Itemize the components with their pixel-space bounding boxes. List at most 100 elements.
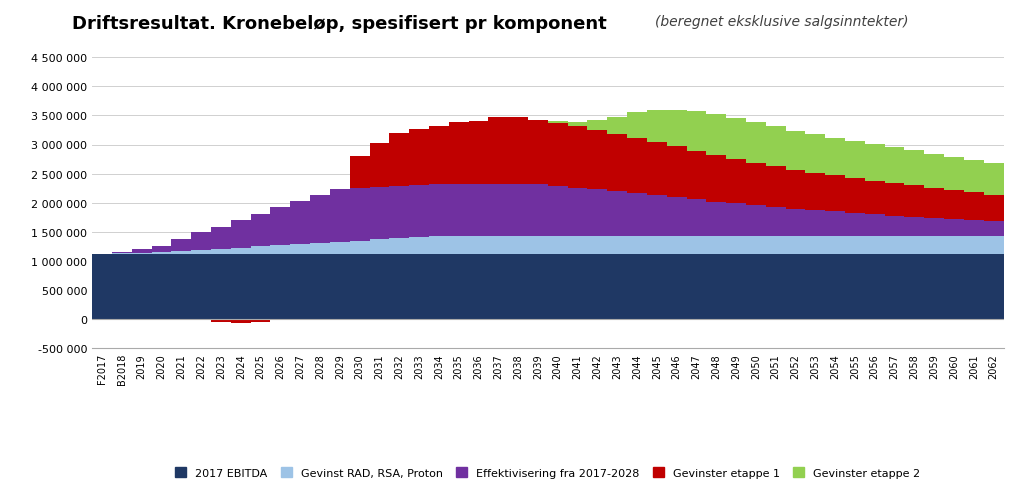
Bar <box>726 119 745 160</box>
Bar <box>845 213 865 237</box>
Bar <box>230 255 251 319</box>
Bar <box>944 255 964 319</box>
Bar <box>825 212 845 237</box>
Bar <box>429 185 449 237</box>
Bar <box>508 118 528 185</box>
Bar <box>707 255 726 319</box>
Bar <box>726 237 745 255</box>
Bar <box>270 246 290 255</box>
Bar <box>350 189 370 241</box>
Bar <box>647 143 667 195</box>
Bar <box>230 221 251 248</box>
Bar <box>904 151 925 186</box>
Bar <box>370 188 389 240</box>
Bar <box>410 238 429 255</box>
Bar <box>806 255 825 319</box>
Bar <box>567 122 588 127</box>
Bar <box>132 253 152 255</box>
Bar <box>191 255 211 319</box>
Bar <box>726 255 745 319</box>
Bar <box>885 148 904 183</box>
Bar <box>925 188 944 218</box>
Bar <box>588 131 607 190</box>
Bar <box>469 319 488 320</box>
Bar <box>904 217 925 237</box>
Bar <box>132 250 152 253</box>
Bar <box>350 241 370 255</box>
Bar <box>270 208 290 246</box>
Bar <box>548 124 567 186</box>
Bar <box>904 237 925 255</box>
Bar <box>567 255 588 319</box>
Bar <box>885 237 904 255</box>
Bar <box>667 111 686 147</box>
Bar <box>548 255 567 319</box>
Bar <box>488 118 508 185</box>
Bar <box>865 181 885 215</box>
Bar <box>745 237 766 255</box>
Bar <box>627 237 647 255</box>
Bar <box>944 157 964 191</box>
Bar <box>845 237 865 255</box>
Bar <box>251 247 270 255</box>
Bar <box>806 237 825 255</box>
Bar <box>745 255 766 319</box>
Bar <box>588 190 607 237</box>
Bar <box>528 255 548 319</box>
Bar <box>567 237 588 255</box>
Bar <box>429 127 449 185</box>
Bar <box>984 195 1004 222</box>
Bar <box>290 201 310 244</box>
Bar <box>686 151 707 200</box>
Bar <box>627 255 647 319</box>
Bar <box>845 141 865 179</box>
Bar <box>785 255 806 319</box>
Bar <box>766 255 785 319</box>
Bar <box>904 255 925 319</box>
Bar <box>588 237 607 255</box>
Bar <box>548 122 567 124</box>
Bar <box>627 194 647 237</box>
Bar <box>548 237 567 255</box>
Bar <box>647 255 667 319</box>
Bar <box>469 237 488 255</box>
Bar <box>488 185 508 237</box>
Bar <box>944 237 964 255</box>
Bar <box>964 255 984 319</box>
Bar <box>330 190 350 242</box>
Bar <box>806 211 825 237</box>
Bar <box>469 122 488 185</box>
Bar <box>370 255 389 319</box>
Bar <box>251 255 270 319</box>
Bar <box>370 240 389 255</box>
Bar <box>904 186 925 217</box>
Bar <box>112 252 132 254</box>
Bar <box>290 255 310 319</box>
Bar <box>766 207 785 237</box>
Bar <box>627 139 647 194</box>
Bar <box>171 240 191 252</box>
Bar <box>825 138 845 176</box>
Bar <box>449 319 469 320</box>
Bar <box>171 255 191 319</box>
Bar <box>410 185 429 238</box>
Bar <box>984 237 1004 255</box>
Bar <box>707 115 726 156</box>
Bar <box>290 244 310 255</box>
Bar <box>647 195 667 237</box>
Bar <box>92 255 112 319</box>
Bar <box>785 170 806 209</box>
Bar <box>925 218 944 237</box>
Bar <box>686 255 707 319</box>
Bar <box>647 237 667 255</box>
Bar <box>132 255 152 319</box>
Bar <box>449 185 469 237</box>
Bar <box>528 185 548 237</box>
Bar <box>449 123 469 185</box>
Bar <box>469 255 488 319</box>
Bar <box>766 127 785 166</box>
Bar <box>707 202 726 237</box>
Bar <box>885 216 904 237</box>
Bar <box>567 127 588 188</box>
Bar <box>745 123 766 163</box>
